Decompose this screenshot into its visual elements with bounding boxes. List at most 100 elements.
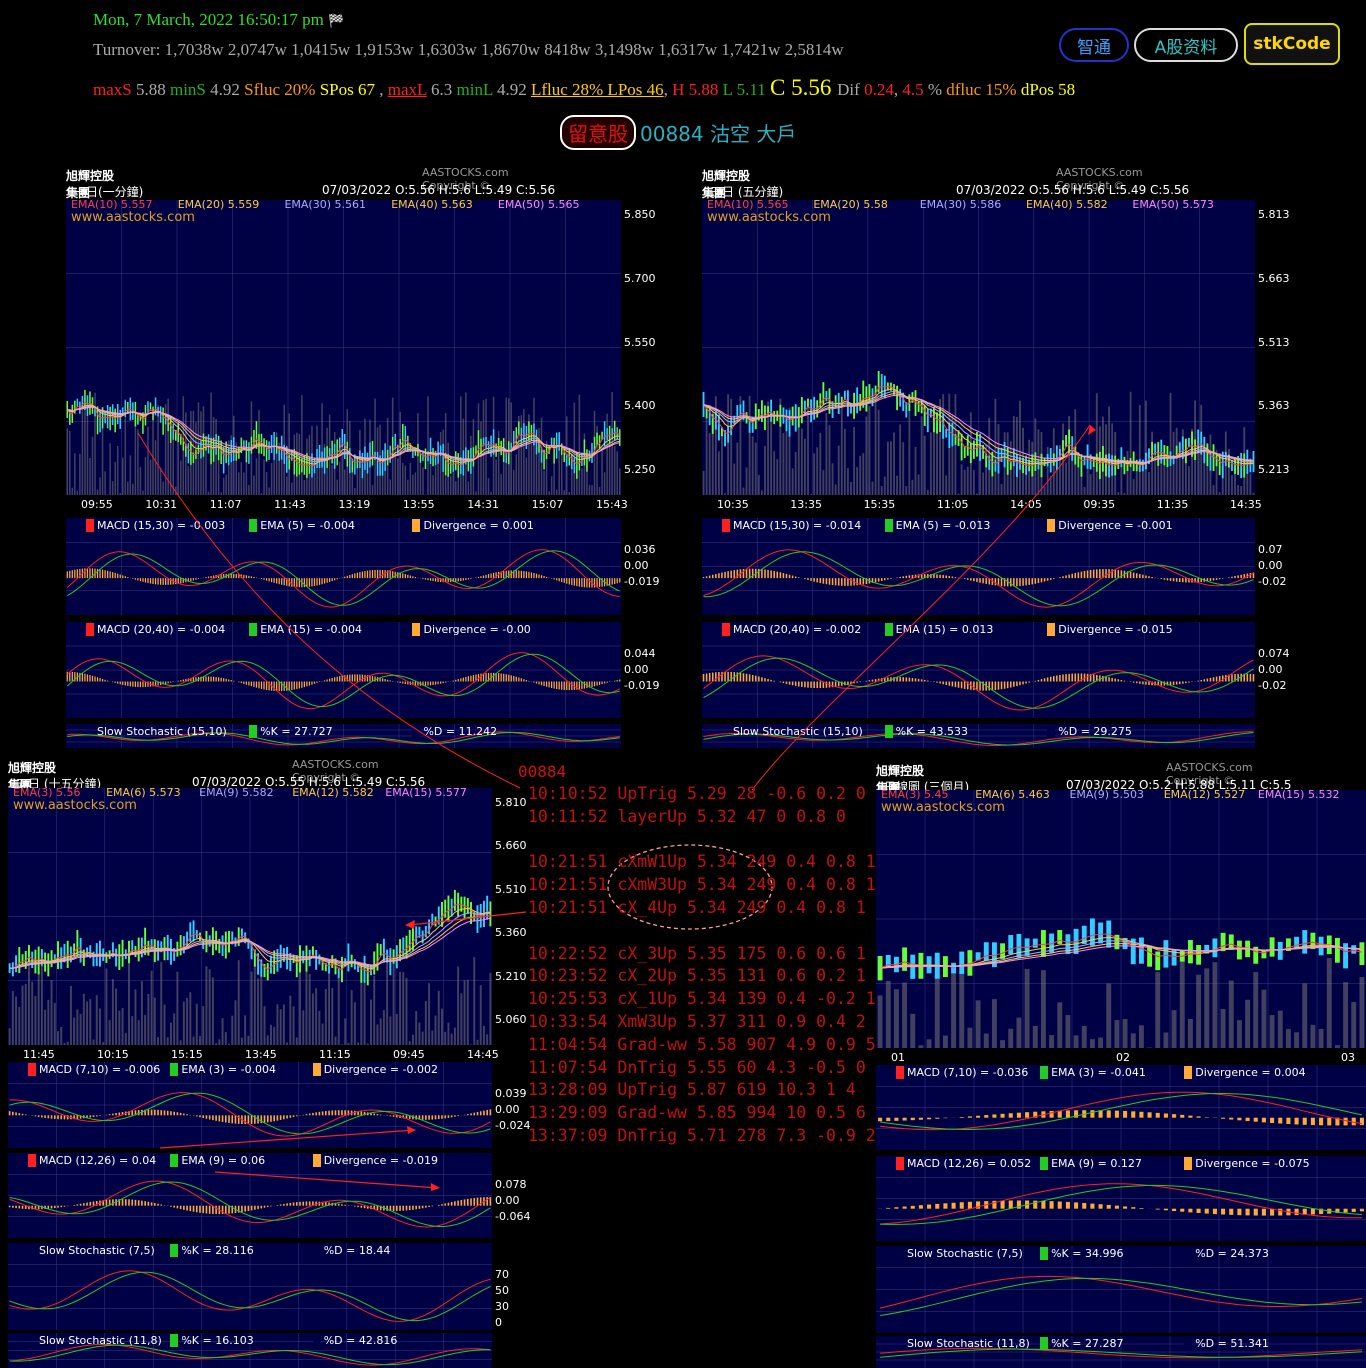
stat-token: Sfluc 20%: [244, 80, 320, 99]
stat-token: Lfluc 28% LPos 46: [530, 80, 664, 99]
volume-bar: [548, 491, 550, 495]
log-line: 10:21:51 cXmW1Up 5.34 249 0.4 0.8 1: [528, 852, 876, 872]
indicator-label: EMA (3) = -0.004: [170, 1063, 276, 1076]
ema-line: [9, 917, 491, 969]
volume-bar: [444, 1031, 447, 1045]
osc-tick: 0.00: [495, 1194, 520, 1207]
stat-token: maxL: [387, 80, 427, 99]
volume-bar: [1246, 471, 1249, 495]
volume-bar: [1122, 1019, 1128, 1048]
volume-bar: [121, 1007, 124, 1045]
volume-bar: [66, 1041, 69, 1045]
volume-bar: [253, 964, 256, 1045]
osc-tick: 0.078: [495, 1178, 527, 1191]
volume-bar: [76, 1009, 79, 1045]
time-tick: 15:07: [531, 498, 564, 511]
volume-bar: [1326, 957, 1332, 1048]
ema-label: EMA(12) 5.527: [1163, 788, 1246, 801]
indicator-label: MACD (7,10) = -0.036: [896, 1066, 1028, 1079]
price-tick: 5.363: [1258, 399, 1290, 413]
volume-bar: [114, 462, 116, 495]
volume-bar: [482, 1025, 485, 1045]
volume-bar: [603, 472, 606, 495]
volume-bar: [601, 448, 603, 495]
stock-title: 留意股 00884 沽空 大戶: [560, 115, 796, 150]
ema-line: [9, 915, 491, 969]
volume-bar: [1351, 1002, 1357, 1048]
volume-bar: [1126, 450, 1129, 495]
volume-bar: [1253, 972, 1259, 1048]
stat-token: 5.88: [131, 80, 170, 99]
volume-bar: [1203, 454, 1206, 495]
volume-bar: [122, 457, 124, 495]
volume-bar: [1095, 393, 1098, 495]
volume-bar: [457, 966, 460, 1045]
volume-bar: [1089, 1039, 1095, 1048]
ema-label: EMA(6) 5.573: [106, 786, 181, 799]
price-tick: 5.850: [624, 208, 656, 221]
stat-token: 4.92: [205, 80, 245, 99]
volume-bar: [1237, 485, 1240, 495]
volume-bar: [402, 972, 405, 1045]
osc-line: [879, 1275, 1362, 1309]
volume-bar: [568, 491, 571, 495]
volume-bar: [373, 975, 376, 1045]
volume-bar: [1188, 466, 1190, 495]
volume-bar: [111, 481, 114, 495]
log-line: [528, 829, 876, 852]
volume-bar: [1302, 983, 1308, 1048]
volume-bar: [967, 1027, 973, 1048]
osc-tick: 0.00: [624, 559, 649, 572]
volume-bar: [1318, 1028, 1324, 1048]
volume-bar: [53, 1003, 56, 1045]
volume-bar: [179, 1040, 182, 1045]
osc-tick: 0.00: [495, 1103, 520, 1116]
stkcode-button[interactable]: stkCode: [1244, 23, 1340, 65]
volume-bar: [733, 463, 736, 495]
volume-bar: [1155, 972, 1161, 1048]
time-tick: 11:45: [23, 1048, 55, 1061]
volume-bar: [115, 988, 118, 1045]
ema-label: EMA(3) 5.56: [13, 786, 81, 799]
volume-bar: [441, 1008, 443, 1045]
indicator-label: %K = 28.116: [170, 1244, 254, 1257]
volume-bar: [1294, 1032, 1300, 1048]
volume-bar: [411, 1034, 414, 1045]
volume-bar: [714, 396, 717, 495]
site-watermark: www.aastocks.com: [71, 210, 195, 225]
stats-line: maxS 5.88 minS 4.92 Sfluc 20% SPos 67 , …: [93, 75, 1075, 101]
volume-bar: [237, 960, 240, 1045]
volume-bar: [76, 490, 79, 495]
volume-bar: [479, 985, 482, 1045]
a-share-info-button[interactable]: A股资料: [1134, 28, 1238, 62]
volume-bar: [538, 427, 540, 495]
volume-bar: [1227, 448, 1230, 495]
volume-bar: [163, 1004, 166, 1045]
volume-bar: [273, 1026, 276, 1045]
indicator-label: EMA (9) = 0.127: [1040, 1157, 1142, 1170]
volume-bar: [1089, 474, 1092, 495]
volume-bar: [1145, 400, 1147, 495]
zhitong-button[interactable]: 智通: [1059, 28, 1129, 62]
stat-token: %: [923, 80, 947, 99]
volume-bar: [224, 1032, 227, 1045]
datetime: Mon, 7 March, 2022 16:50:17 pm 🏁: [93, 10, 345, 29]
stat-token: minL: [456, 80, 493, 99]
watch-badge[interactable]: 留意股: [560, 115, 636, 150]
volume-bar: [350, 990, 353, 1045]
volume-bar: [86, 396, 89, 495]
volume-bar: [124, 399, 127, 495]
volume-bar: [586, 453, 588, 495]
osc-line: [9, 1344, 491, 1366]
time-tick: 14:35: [1230, 498, 1262, 511]
volume-bar: [550, 476, 553, 495]
volume-bar: [98, 1008, 101, 1045]
osc-line: [880, 1183, 1362, 1225]
volume-bar: [711, 410, 714, 495]
volume-bar: [15, 996, 18, 1045]
ema-label: EMA(6) 5.463: [975, 788, 1050, 801]
volume-bar: [613, 445, 616, 495]
volume-bar: [1212, 485, 1215, 495]
volume-bar: [553, 455, 555, 495]
volume-bar: [1269, 1015, 1275, 1048]
